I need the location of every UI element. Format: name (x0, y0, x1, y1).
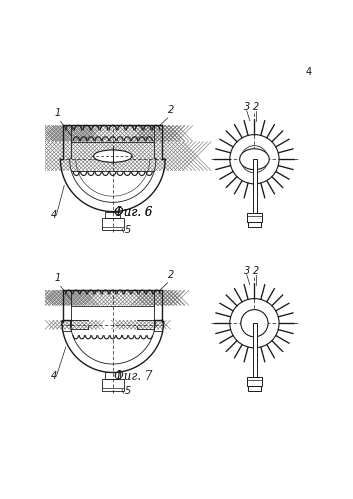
Bar (102, 218, 124, 230)
Text: 3: 3 (244, 102, 250, 112)
Text: Фиг. 6: Фиг. 6 (114, 206, 153, 219)
Text: 2: 2 (168, 105, 174, 115)
Text: 4: 4 (305, 67, 311, 77)
Text: 2: 2 (168, 270, 174, 280)
Bar (105, 372, 120, 379)
Circle shape (241, 310, 268, 337)
Text: Фиг. 6: Фиг. 6 (114, 206, 153, 219)
Text: Фиг. 7: Фиг. 7 (114, 370, 153, 383)
Bar (247, 377, 262, 386)
Ellipse shape (94, 150, 132, 162)
Bar (247, 213, 262, 223)
Text: 5: 5 (125, 225, 131, 235)
Text: 4: 4 (51, 211, 58, 221)
Text: 1: 1 (54, 273, 60, 283)
Text: 5: 5 (125, 386, 131, 396)
Ellipse shape (240, 149, 269, 170)
Text: 1: 1 (54, 108, 60, 118)
Text: 4: 4 (51, 371, 58, 381)
Text: 3: 3 (244, 266, 250, 276)
Bar (105, 212, 120, 218)
Bar (248, 223, 261, 227)
Bar (253, 323, 257, 377)
Bar (248, 386, 261, 391)
Text: 2: 2 (253, 102, 259, 112)
Bar (102, 379, 124, 391)
Text: 2: 2 (253, 266, 259, 276)
Bar (253, 159, 257, 213)
